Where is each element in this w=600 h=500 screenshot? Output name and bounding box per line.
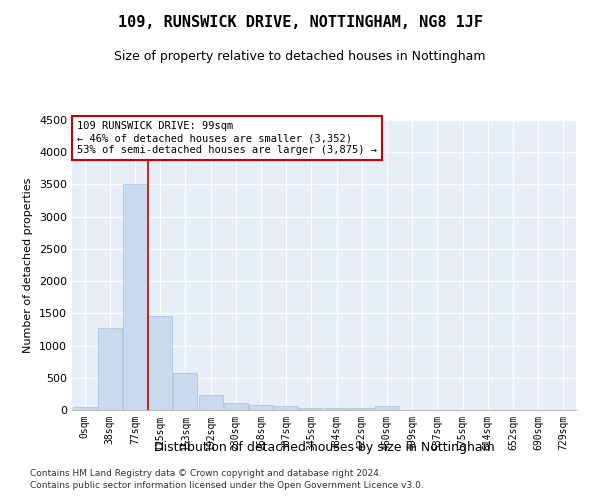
Bar <box>148 316 172 410</box>
Text: Contains HM Land Registry data © Crown copyright and database right 2024.: Contains HM Land Registry data © Crown c… <box>30 468 382 477</box>
Bar <box>325 408 349 410</box>
Text: Distribution of detached houses by size in Nottingham: Distribution of detached houses by size … <box>154 441 494 454</box>
Bar <box>224 402 248 410</box>
Bar <box>98 328 122 410</box>
Text: Contains public sector information licensed under the Open Government Licence v3: Contains public sector information licen… <box>30 481 424 490</box>
Bar <box>123 184 147 410</box>
Text: Size of property relative to detached houses in Nottingham: Size of property relative to detached ho… <box>114 50 486 63</box>
Bar <box>299 408 323 410</box>
Bar <box>199 394 223 410</box>
Bar <box>73 408 97 410</box>
Bar <box>274 406 298 410</box>
Text: 109 RUNSWICK DRIVE: 99sqm
← 46% of detached houses are smaller (3,352)
53% of se: 109 RUNSWICK DRIVE: 99sqm ← 46% of detac… <box>77 122 377 154</box>
Text: 109, RUNSWICK DRIVE, NOTTINGHAM, NG8 1JF: 109, RUNSWICK DRIVE, NOTTINGHAM, NG8 1JF <box>118 15 482 30</box>
Bar <box>375 406 399 410</box>
Bar <box>249 404 273 410</box>
Y-axis label: Number of detached properties: Number of detached properties <box>23 178 34 352</box>
Bar <box>350 408 374 410</box>
Bar <box>173 373 197 410</box>
